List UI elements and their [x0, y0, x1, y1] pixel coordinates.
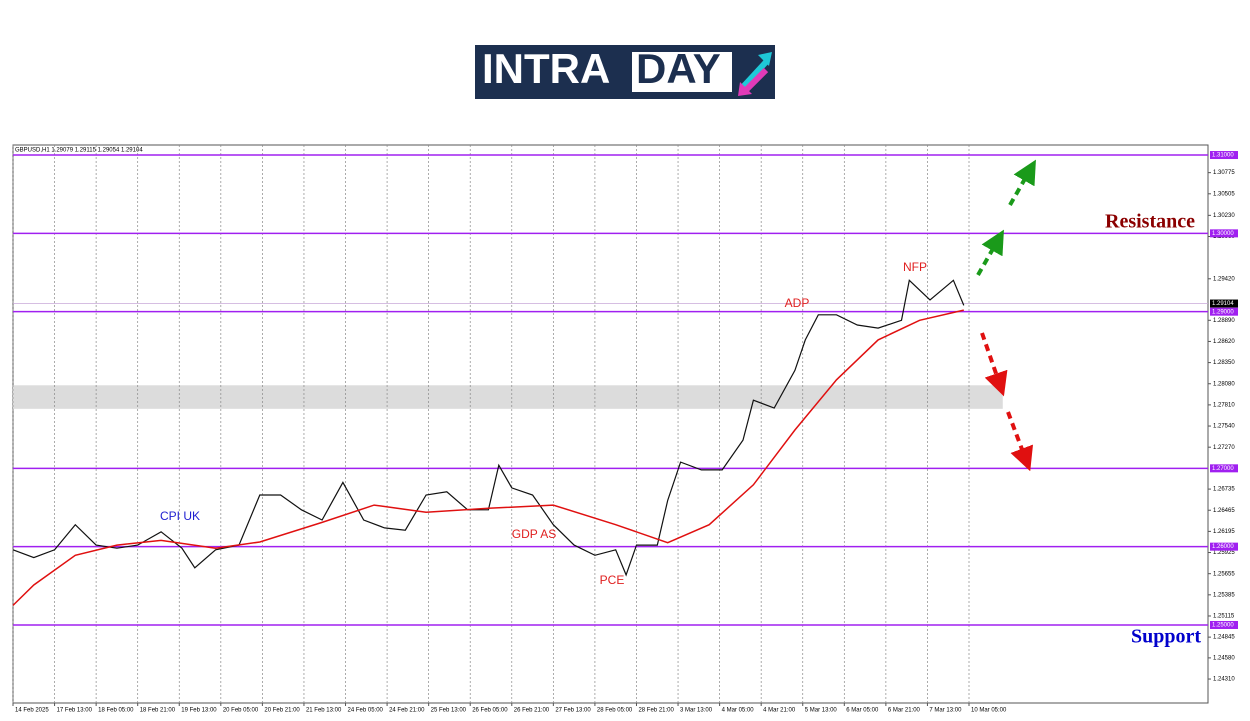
level-label-bg: [1210, 542, 1238, 551]
y-tick-label: 1.30775: [1213, 170, 1235, 176]
annotation: GDP AS: [512, 527, 556, 541]
level-label-bg: [1210, 151, 1238, 160]
moving-average: [12, 309, 964, 606]
y-tick-label: 1.26465: [1213, 508, 1235, 514]
x-tick-label: 28 Feb 21:00: [638, 708, 674, 714]
x-tick-label: 28 Feb 05:00: [597, 708, 633, 714]
x-tick-label: 18 Feb 21:00: [140, 708, 176, 714]
x-tick-label: 10 Mar 05:00: [971, 708, 1007, 714]
price-label-bg: [1210, 299, 1238, 308]
annotation: Support: [1131, 626, 1201, 648]
arrows: [976, 159, 1036, 472]
y-tick-label: 1.30230: [1213, 213, 1235, 219]
x-tick-label: 21 Feb 13:00: [306, 708, 342, 714]
y-tick-label: 1.28620: [1213, 339, 1235, 345]
x-tick-label: 14 Feb 2025: [15, 708, 49, 714]
level-label: 1.31000: [1212, 153, 1234, 159]
y-tick-label: 1.27270: [1213, 445, 1235, 451]
level-label-bg: [1210, 229, 1238, 238]
level-label: 1.25000: [1212, 623, 1234, 629]
plot-frame: [12, 144, 1209, 704]
x-tick-label: 19 Feb 13:00: [181, 708, 217, 714]
price-line-series: [12, 279, 965, 577]
logo: INTRA DAY: [475, 45, 775, 99]
y-tick-label: 1.25385: [1213, 592, 1235, 598]
level-label-bg: [1210, 307, 1238, 316]
x-tick-label: 25 Feb 13:00: [431, 708, 467, 714]
logo-arrow: [758, 52, 772, 66]
annotation: ADP: [785, 296, 810, 310]
level-label: 1.27000: [1212, 466, 1234, 472]
annotation: CPI UK: [160, 509, 200, 523]
x-tick-label: 20 Feb 21:00: [264, 708, 300, 714]
y-tick-label: 1.26735: [1213, 487, 1235, 493]
y-tick-label: 1.24845: [1213, 635, 1235, 641]
x-tick-label: 6 Mar 21:00: [888, 708, 921, 714]
y-tick-label: 1.28890: [1213, 318, 1235, 324]
logo-box: [632, 52, 732, 92]
y-tick-label: 1.30505: [1213, 191, 1235, 197]
y-tick-label: 1.28350: [1213, 360, 1235, 366]
logo-arrow: [743, 67, 769, 93]
y-tick-label: 1.29420: [1213, 276, 1235, 282]
x-tick-label: 7 Mar 13:00: [929, 708, 962, 714]
arrow-up: [976, 229, 1004, 276]
level-label: 1.29000: [1212, 309, 1234, 315]
annotation: PCE: [600, 573, 625, 587]
x-tick-label: 6 Mar 05:00: [846, 708, 879, 714]
level-label-bg: [1210, 620, 1238, 629]
x-tick-label: 27 Feb 13:00: [555, 708, 591, 714]
y-tick-label: 1.25655: [1213, 571, 1235, 577]
chart-title: GBPUSD,H1 1.29079 1.29115 1.29054 1.2910…: [15, 148, 143, 154]
logo-left: INTRA: [482, 45, 610, 92]
x-tick-label: 4 Mar 05:00: [722, 708, 755, 714]
arrow-down: [980, 332, 1008, 397]
x-tick-label: 24 Feb 05:00: [348, 708, 384, 714]
annotation: NFP: [903, 260, 927, 274]
x-tick-label: 26 Feb 05:00: [472, 708, 508, 714]
y-tick-label: 1.27810: [1213, 402, 1235, 408]
level-label: 1.30000: [1212, 231, 1234, 237]
arrow-up: [1008, 159, 1036, 206]
x-tick-label: 20 Feb 05:00: [223, 708, 259, 714]
x-tick-label: 18 Feb 05:00: [98, 708, 134, 714]
x-tick-label: 5 Mar 13:00: [805, 708, 838, 714]
y-tick-label: 1.27540: [1213, 424, 1235, 430]
y-tick-label: 1.25115: [1213, 614, 1235, 620]
logo-right: DAY: [636, 45, 721, 92]
level-label-bg: [1210, 464, 1238, 473]
level-label: 1.26000: [1212, 544, 1234, 550]
annotation: Resistance: [1105, 211, 1195, 233]
y-tick-label: 1.25925: [1213, 550, 1235, 556]
y-tick-label: 1.24580: [1213, 655, 1235, 661]
x-tick-label: 26 Feb 21:00: [514, 708, 550, 714]
y-tick-label: 1.24310: [1213, 677, 1235, 683]
logo-arrow: [739, 59, 769, 91]
price-label: 1.29104: [1212, 301, 1234, 307]
x-tick-label: 4 Mar 21:00: [763, 708, 796, 714]
x-tick-label: 24 Feb 21:00: [389, 708, 425, 714]
zone: [13, 385, 1003, 409]
y-tick-label: 1.26195: [1213, 529, 1235, 535]
x-tick-label: 17 Feb 13:00: [57, 708, 93, 714]
x-tick-label: 3 Mar 13:00: [680, 708, 713, 714]
logo-arrow: [738, 82, 752, 96]
y-tick-label: 1.28080: [1213, 381, 1235, 387]
arrow-down: [1006, 411, 1034, 472]
